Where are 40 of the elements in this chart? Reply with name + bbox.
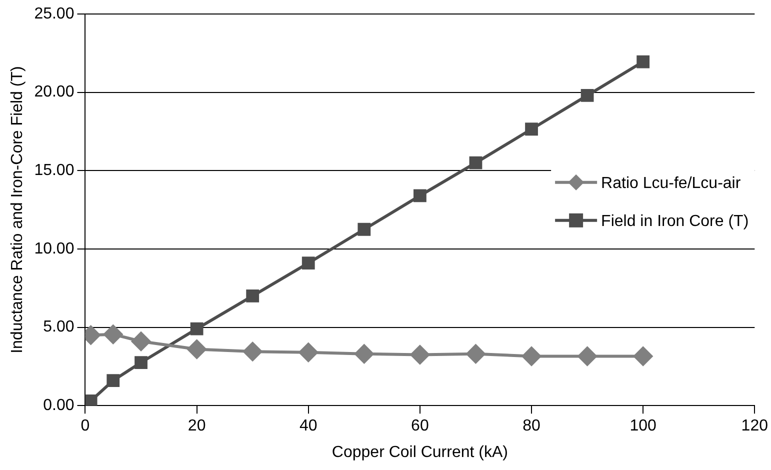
x-tick-label: 60 (411, 418, 429, 435)
x-tick-label: 100 (630, 418, 657, 435)
x-tick-label: 80 (522, 418, 541, 435)
point (358, 222, 371, 236)
point (410, 345, 430, 364)
y-tick-label: 5.00 (43, 318, 74, 336)
point (187, 340, 206, 359)
point (578, 346, 597, 366)
point (636, 55, 650, 68)
y-tick-label: 15.00 (34, 162, 74, 180)
point (85, 394, 98, 406)
point (132, 332, 151, 351)
point (134, 356, 148, 369)
y-tick-label: 20.00 (34, 84, 74, 101)
x-tick-label: 120 (741, 418, 768, 435)
point (190, 322, 204, 336)
y-axis-title: Inductance Ratio and Iron-Core Field (T) (9, 66, 26, 354)
point (522, 346, 542, 366)
point (469, 156, 482, 170)
x-tick-label: 40 (299, 418, 318, 435)
x-axis-title: Copper Coil Current (kA) (332, 444, 508, 461)
point (243, 342, 262, 362)
point (354, 344, 374, 364)
point (298, 342, 318, 362)
point (413, 189, 426, 202)
y-tick-label: 10.00 (34, 240, 74, 258)
x-tick-label: 0 (80, 418, 90, 435)
legend-label: Field in Iron Core (T) (601, 212, 749, 230)
point (104, 324, 123, 344)
x-tick-label: 20 (188, 418, 206, 435)
point (302, 256, 315, 270)
point (580, 89, 594, 102)
y-tick-label: 0.00 (43, 397, 74, 414)
point (466, 344, 486, 364)
point (246, 290, 260, 302)
point (525, 122, 538, 136)
y-tick-label: 25.00 (34, 5, 74, 22)
point (106, 374, 120, 387)
point (634, 346, 653, 366)
legend-label: Ratio Lcu-fe/Lcu-air (601, 174, 742, 192)
